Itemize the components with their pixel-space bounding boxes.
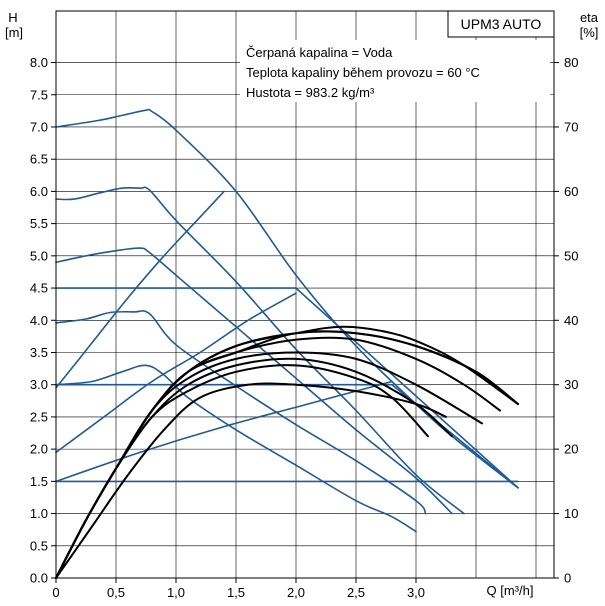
control-curve-10: [55, 380, 393, 483]
info-block: Čerpaná kapalina = Voda Teplota kapaliny…: [240, 40, 550, 102]
head-curve-4: [55, 364, 417, 533]
control-curve-8: [55, 190, 225, 389]
y-tick-label: 6.0: [30, 184, 48, 199]
y-tick-label: 5.0: [30, 248, 48, 263]
x-tick-label: 1,0: [167, 585, 185, 600]
tick-layer: 0.0 0.5 1.0 1.5 2.0 2.5 3.0 3.5 4.0 4.5 5.0 5.5 6.0 6…: [30, 55, 579, 600]
axis-layer: [55, 10, 555, 579]
x-tick-label: 0,5: [107, 585, 125, 600]
y-tick-label: 0.5: [30, 538, 48, 553]
chart-title: UPM3 AUTO: [461, 16, 542, 32]
y-tick-label: 2.0: [30, 442, 48, 457]
y-tick-label: 7.0: [30, 119, 48, 134]
y-tick-label: 3.0: [30, 377, 48, 392]
y-tick-label: 0.0: [30, 571, 48, 586]
y2-axis-unit: [%]: [580, 25, 599, 40]
y2-tick-label: 50: [564, 248, 578, 263]
efficiency-curve-18: [55, 325, 519, 579]
x-tick-label: 2,0: [287, 585, 305, 600]
head-curve-2: [55, 247, 453, 515]
info-line-temperature: Teplota kapaliny během provozu = 60 °C: [246, 65, 480, 80]
x-tick-label: 3,0: [407, 585, 425, 600]
head-curve-6: [55, 383, 519, 489]
y-tick-label: 4.0: [30, 313, 48, 328]
x-axis-label: Q [m³/h]: [487, 583, 534, 598]
info-line-density: Hustota = 983.2 kg/m³: [246, 85, 375, 100]
y-tick-label: 6.5: [30, 152, 48, 167]
y2-tick-label: 70: [564, 119, 578, 134]
y-tick-label: 4.5: [30, 281, 48, 296]
y2-tick-label: 60: [564, 184, 578, 199]
chart-title-box: UPM3 AUTO: [447, 10, 555, 38]
control-curve-9: [55, 292, 297, 454]
series-layer: [55, 108, 519, 579]
x-tick-label: 1,5: [227, 585, 245, 600]
y-tick-label: 5.5: [30, 216, 48, 231]
y2-tick-label: 30: [564, 377, 578, 392]
y-axis-label: H: [8, 10, 17, 25]
y-tick-label: 8.0: [30, 55, 48, 70]
y-tick-label: 1.0: [30, 506, 48, 521]
y-axis-unit: [m]: [5, 25, 23, 40]
y2-tick-label: 80: [564, 55, 578, 70]
y2-axis-label: eta: [580, 10, 599, 25]
y2-tick-label: 40: [564, 313, 578, 328]
plot-frame: [55, 10, 555, 579]
head-curve-3: [55, 310, 427, 515]
y-tick-label: 2.5: [30, 409, 48, 424]
y2-tick-label: 10: [564, 506, 578, 521]
x-tick-label: 0: [52, 585, 59, 600]
y-tick-label: 1.5: [30, 474, 48, 489]
y2-tick-label: 20: [564, 442, 578, 457]
info-line-fluid: Čerpaná kapalina = Voda: [246, 45, 393, 60]
head-curve-1: [55, 186, 465, 515]
y2-tick-label: 0: [564, 571, 571, 586]
y-tick-label: 7.5: [30, 87, 48, 102]
efficiency-curve-17: [55, 382, 447, 579]
x-tick-label: 2,5: [347, 585, 365, 600]
y-tick-label: 3.5: [30, 345, 48, 360]
